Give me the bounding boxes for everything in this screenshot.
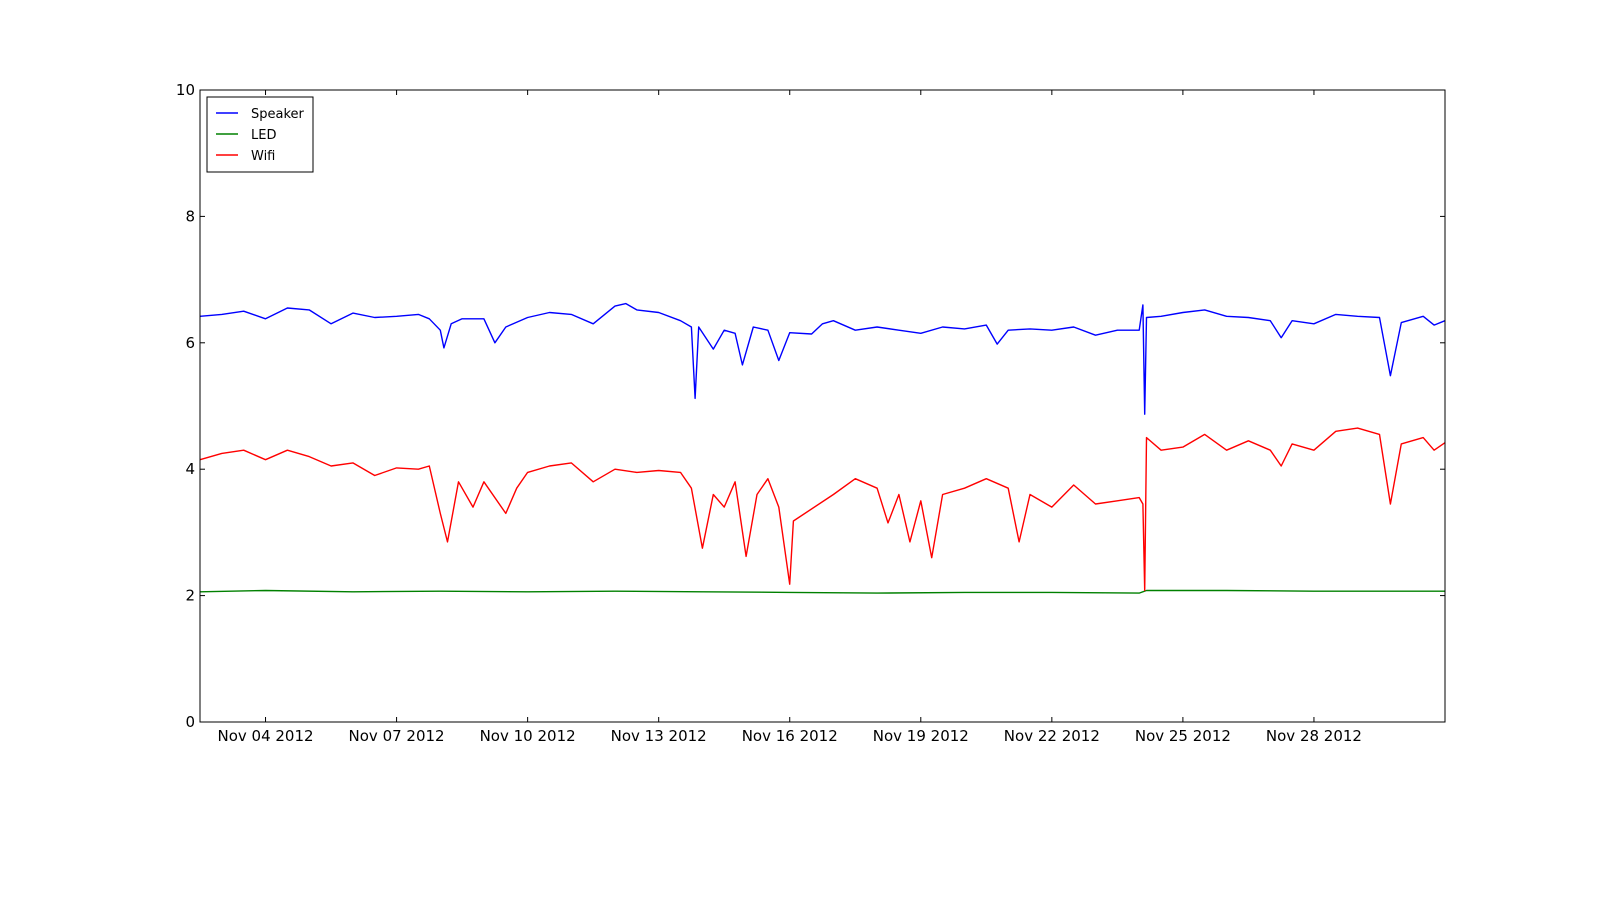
plot-frame — [199, 89, 1446, 723]
x-tick-label: Nov 04 2012 — [217, 727, 313, 745]
y-tick-label: 10 — [176, 81, 195, 99]
series-line-led — [199, 589, 1445, 594]
legend-label-wifi: Wifi — [251, 149, 275, 164]
legend-label-speaker: Speaker — [251, 107, 305, 122]
y-tick-label: 6 — [185, 334, 195, 352]
legend: Speaker LED Wifi — [206, 96, 314, 173]
series-line-wifi — [199, 427, 1446, 592]
x-tick-label: Nov 25 2012 — [1135, 727, 1231, 745]
x-tick-label: Nov 22 2012 — [1004, 727, 1100, 745]
x-tick-label: Nov 16 2012 — [742, 727, 838, 745]
x-tick-label: Nov 13 2012 — [611, 727, 707, 745]
x-tick-label: Nov 07 2012 — [349, 727, 445, 745]
x-tick-label: Nov 28 2012 — [1266, 727, 1362, 745]
legend-label-led: LED — [251, 128, 276, 143]
x-tick-label: Nov 10 2012 — [480, 727, 576, 745]
y-tick-label: 0 — [185, 713, 195, 731]
series-lines — [199, 302, 1446, 594]
y-tick-label: 8 — [185, 207, 195, 225]
y-tick-label: 2 — [185, 587, 195, 605]
x-tick-label: Nov 19 2012 — [873, 727, 969, 745]
axis-ticks: Nov 04 2012 Nov 07 2012 Nov 10 2012 Nov 13 … — [176, 81, 1445, 745]
y-tick-label: 4 — [185, 460, 195, 478]
series-line-speaker — [199, 302, 1446, 415]
